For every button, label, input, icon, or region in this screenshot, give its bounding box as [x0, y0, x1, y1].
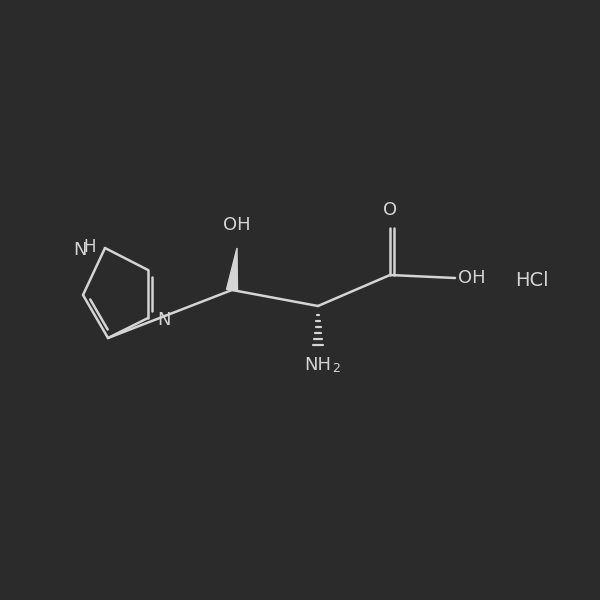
- Text: H: H: [83, 238, 96, 256]
- Text: O: O: [383, 201, 397, 219]
- Text: OH: OH: [458, 269, 486, 287]
- Text: HCl: HCl: [515, 271, 549, 289]
- Text: NH: NH: [305, 356, 331, 374]
- Polygon shape: [227, 248, 238, 290]
- Text: N: N: [74, 241, 87, 259]
- Text: N: N: [157, 311, 170, 329]
- Text: OH: OH: [223, 216, 251, 234]
- Text: 2: 2: [332, 362, 340, 376]
